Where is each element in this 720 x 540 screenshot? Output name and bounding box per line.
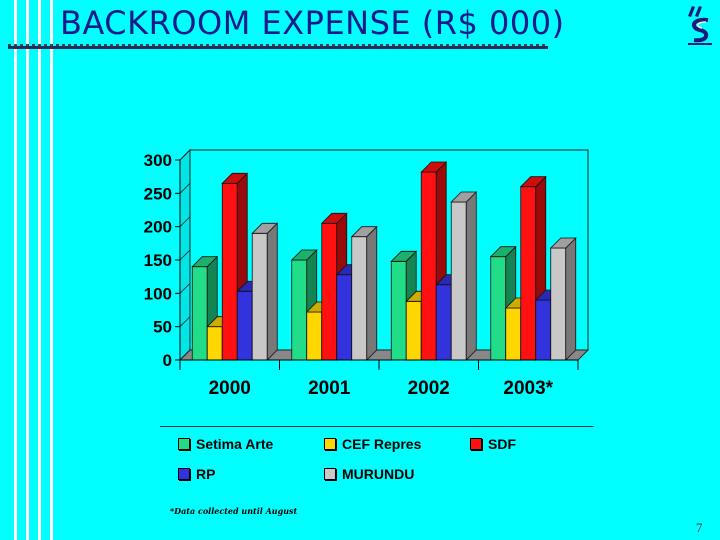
bar-front xyxy=(435,284,452,361)
bar-front xyxy=(251,232,268,361)
legend-item-setima-arte: Setima Arte xyxy=(178,436,273,452)
y-grid-diagonal xyxy=(179,249,191,261)
legend-label: Setima Arte xyxy=(196,436,274,452)
y-grid-diagonal xyxy=(179,149,191,161)
legend-item-cef-repres: CEF Repres xyxy=(324,436,421,452)
bar-front xyxy=(390,260,407,361)
legend-item-murundu: MURUNDU xyxy=(324,466,414,482)
bar-top xyxy=(350,226,378,238)
x-tick-label: 2000 xyxy=(209,378,251,399)
legend-swatch xyxy=(178,438,190,450)
bar-chart: 300 250 200 150 100 50 0 2000 2001 2002 2003* xyxy=(144,148,590,399)
bar-top xyxy=(320,212,348,224)
legend-label: CEF Repres xyxy=(342,436,422,452)
y-grid-diagonal xyxy=(179,349,191,361)
company-logo-icon xyxy=(688,6,712,45)
bar-front xyxy=(221,182,238,361)
bar-front xyxy=(505,307,522,361)
bar-side xyxy=(366,225,378,361)
bar-front xyxy=(405,300,422,361)
bar-side xyxy=(266,222,278,361)
bar-front xyxy=(236,290,253,361)
x-tick-label: 2003* xyxy=(503,378,553,399)
legend-swatch xyxy=(178,468,190,480)
legend-swatch xyxy=(324,438,336,450)
legend-item-rp: RP xyxy=(178,466,215,482)
bar-top xyxy=(420,161,448,173)
y-grid-diagonal xyxy=(179,283,191,294)
y-tick-label: 300 xyxy=(144,151,172,170)
bar-top xyxy=(290,249,318,261)
slide-title: BACKROOM EXPENSE (R$ 000) xyxy=(60,4,565,42)
bar-front xyxy=(336,274,353,361)
bar-front xyxy=(550,247,567,361)
y-grid-diagonal xyxy=(179,316,191,327)
legend-swatch xyxy=(470,438,482,450)
bar-top xyxy=(221,172,249,184)
bar-front xyxy=(420,171,437,361)
bar-top xyxy=(549,237,577,249)
y-tick-label: 200 xyxy=(144,218,172,237)
y-grid-diagonal xyxy=(179,216,191,227)
y-tick-label: 100 xyxy=(144,284,172,303)
bar-top xyxy=(489,246,517,258)
decorative-line xyxy=(14,0,17,540)
legend-divider xyxy=(160,426,594,427)
y-grid-diagonal xyxy=(179,183,191,194)
decorative-line xyxy=(50,0,53,540)
legend-label: SDF xyxy=(488,436,516,452)
y-tick-label: 150 xyxy=(144,251,172,270)
bar-top xyxy=(191,256,219,268)
bar-top xyxy=(251,222,279,234)
bar-front xyxy=(490,256,507,361)
bar-front xyxy=(306,311,323,361)
x-tick-label: 2002 xyxy=(408,378,450,399)
bar-front xyxy=(351,236,368,361)
x-tick-label: 2001 xyxy=(308,378,351,399)
bar-front xyxy=(191,266,208,361)
page-number: 7 xyxy=(696,520,703,535)
decorative-line xyxy=(26,0,29,540)
bar-top xyxy=(450,191,478,203)
footnote: *Data collected until August xyxy=(170,506,298,516)
bar-front xyxy=(520,186,537,361)
bar-front xyxy=(291,259,308,361)
bar-front xyxy=(206,326,223,361)
bar-front xyxy=(321,222,338,361)
bar-top xyxy=(519,176,547,188)
bar-side xyxy=(565,237,577,361)
bar-front xyxy=(535,299,552,361)
y-tick-label: 50 xyxy=(153,318,172,337)
legend-label: MURUNDU xyxy=(342,466,415,482)
legend-swatch xyxy=(324,468,336,480)
bar-top xyxy=(390,250,418,262)
bar-front xyxy=(450,201,467,361)
legend-label: RP xyxy=(196,466,216,482)
y-tick-label: 250 xyxy=(144,184,172,203)
bar-side xyxy=(465,191,477,361)
title-underline xyxy=(8,44,548,49)
legend-item-sdf: SDF xyxy=(470,436,516,452)
decorative-left-lines xyxy=(0,0,58,540)
y-tick-label: 0 xyxy=(163,351,172,370)
decorative-line xyxy=(38,0,41,540)
